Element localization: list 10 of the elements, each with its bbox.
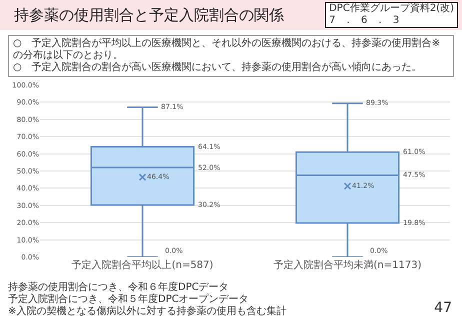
text: 7 . 6 . 3: [329, 15, 404, 27]
x-tick-label: 予定入院割合平均以上(n=587): [72, 259, 214, 271]
text: 予定入院割合につき、令和５年度DPCオープンデータ: [8, 294, 250, 306]
text: ※入院の契機となる傷病以外に対する持参薬の使用も含む集計: [8, 306, 286, 318]
text: DPC作業グループ資料2(改): [329, 3, 454, 15]
x-tick-label: 予定入院割合平均未満(n=1173): [274, 259, 422, 271]
text: 47: [434, 300, 452, 316]
chart-subtitle: ○ 予定入院割合が平均以上の医療機関と、それ以外の医療機関のおける、持参薬の使用割合※の分布は以下のとおり。 ○ 予定入院割合の割合が高い医療機関において、持参薬の使用割合が高い傾向にあった。: [8, 35, 454, 77]
text: 持参薬の使用割合につき、令和６年度DPCデータ: [8, 282, 230, 294]
chart-title: 持参薬の使用割合と予定入院割合の関係: [14, 6, 284, 25]
